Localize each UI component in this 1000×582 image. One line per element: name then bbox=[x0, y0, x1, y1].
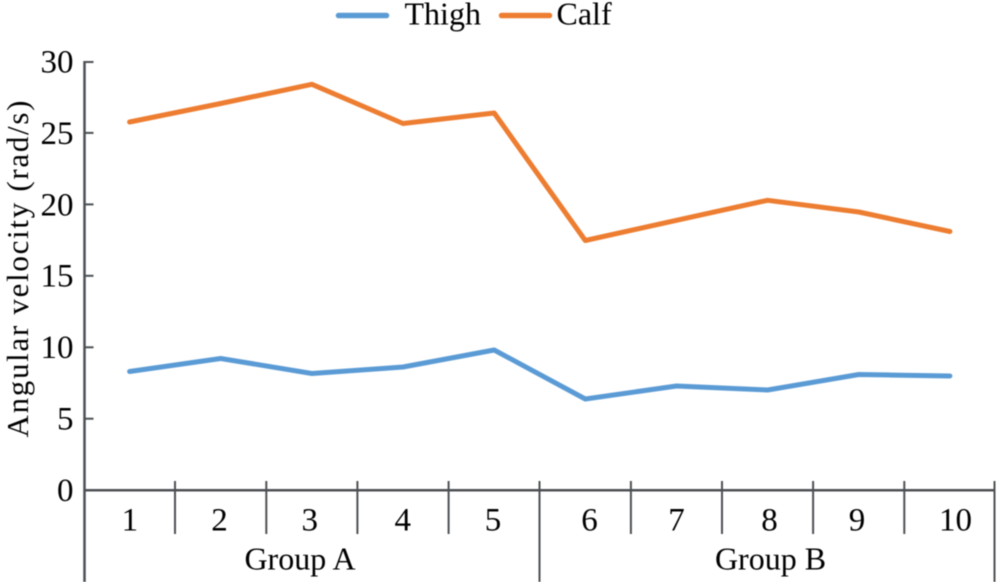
svg-text:8: 8 bbox=[761, 503, 778, 539]
svg-text:1: 1 bbox=[122, 503, 139, 539]
svg-text:25: 25 bbox=[41, 116, 74, 152]
svg-text:Calf: Calf bbox=[557, 0, 612, 31]
svg-text:9: 9 bbox=[849, 503, 866, 539]
svg-text:30: 30 bbox=[41, 44, 74, 80]
svg-text:5: 5 bbox=[57, 402, 74, 438]
svg-text:15: 15 bbox=[41, 259, 74, 295]
svg-text:6: 6 bbox=[581, 503, 598, 539]
svg-text:2: 2 bbox=[211, 503, 228, 539]
svg-text:20: 20 bbox=[41, 187, 74, 223]
svg-text:Group A: Group A bbox=[244, 541, 355, 577]
svg-text:10: 10 bbox=[41, 330, 74, 366]
svg-text:Angular velocity (rad/s): Angular velocity (rad/s) bbox=[0, 101, 35, 438]
svg-text:5: 5 bbox=[485, 503, 502, 539]
svg-text:0: 0 bbox=[57, 473, 74, 509]
svg-text:10: 10 bbox=[939, 503, 972, 539]
svg-text:3: 3 bbox=[302, 503, 319, 539]
svg-text:4: 4 bbox=[395, 503, 412, 539]
svg-text:Thigh: Thigh bbox=[405, 0, 481, 31]
svg-text:7: 7 bbox=[668, 503, 685, 539]
svg-text:Group B: Group B bbox=[715, 541, 826, 577]
